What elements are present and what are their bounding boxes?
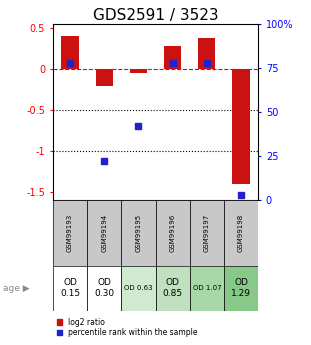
Text: OD
0.15: OD 0.15: [60, 278, 80, 298]
Title: GDS2591 / 3523: GDS2591 / 3523: [93, 8, 218, 23]
Text: GSM99198: GSM99198: [238, 214, 244, 252]
Point: [239, 192, 244, 198]
Point: [102, 159, 107, 164]
Text: GSM99193: GSM99193: [67, 214, 73, 252]
Text: age ▶: age ▶: [3, 284, 30, 293]
Text: OD 0.63: OD 0.63: [124, 285, 153, 291]
Point: [170, 60, 175, 66]
Bar: [53, 200, 87, 266]
Bar: [224, 266, 258, 311]
Point: [136, 124, 141, 129]
Bar: [156, 266, 190, 311]
Bar: [232, 69, 249, 184]
Text: OD
0.85: OD 0.85: [163, 278, 183, 298]
Bar: [96, 69, 113, 86]
Point: [67, 60, 72, 66]
Text: OD
0.30: OD 0.30: [94, 278, 114, 298]
Bar: [130, 69, 147, 73]
Text: GSM99195: GSM99195: [135, 214, 142, 252]
Text: GSM99196: GSM99196: [169, 214, 176, 252]
Bar: [87, 266, 121, 311]
Bar: [224, 200, 258, 266]
Bar: [164, 46, 181, 69]
Bar: [121, 266, 156, 311]
Bar: [190, 266, 224, 311]
Text: GSM99194: GSM99194: [101, 214, 107, 252]
Bar: [198, 38, 215, 69]
Point: [204, 60, 209, 66]
Bar: [53, 266, 87, 311]
Text: GSM99197: GSM99197: [204, 214, 210, 252]
Text: OD
1.29: OD 1.29: [231, 278, 251, 298]
Legend: log2 ratio, percentile rank within the sample: log2 ratio, percentile rank within the s…: [57, 318, 198, 337]
Bar: [62, 37, 78, 69]
Bar: [87, 200, 121, 266]
Bar: [190, 200, 224, 266]
Bar: [121, 200, 156, 266]
Text: OD 1.07: OD 1.07: [193, 285, 221, 291]
Bar: [156, 200, 190, 266]
